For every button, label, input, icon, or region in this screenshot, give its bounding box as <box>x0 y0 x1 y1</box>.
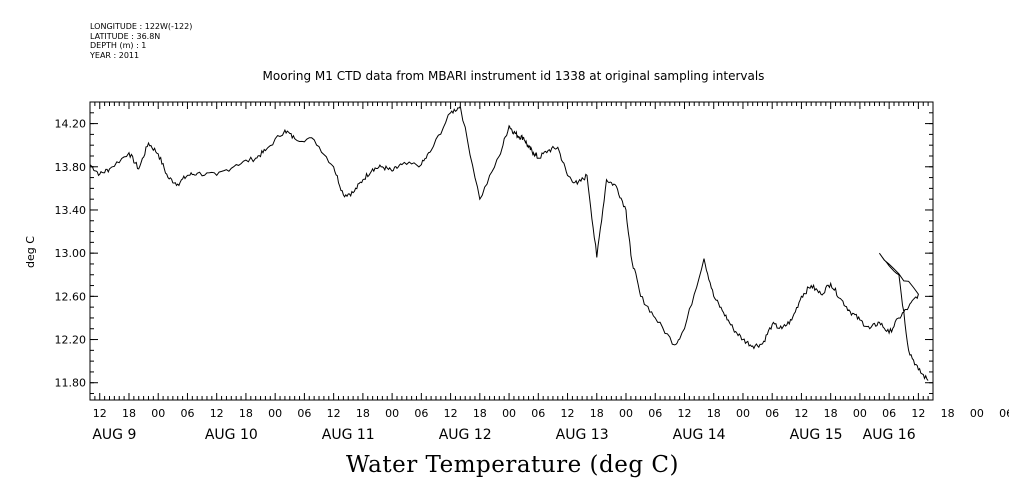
x-tick-label: 12 <box>327 407 341 420</box>
x-tick-label: 06 <box>297 407 311 420</box>
x-tick-label: 12 <box>794 407 808 420</box>
y-tick-label: 13.80 <box>55 161 87 174</box>
y-axis: 14.20 13.80 13.40 13.00 12.60 12.20 11.80 <box>55 101 933 395</box>
x-date-label: AUG 14 <box>673 427 726 443</box>
y-tick-label: 12.60 <box>55 290 87 303</box>
x-tick-label: 12 <box>561 407 575 420</box>
y-tick-label: 12.20 <box>55 334 87 347</box>
x-tick-label: 00 <box>853 407 867 420</box>
x-tick-label: 00 <box>385 407 399 420</box>
x-date-label: AUG 15 <box>790 427 843 443</box>
x-tick-label: 06 <box>999 407 1009 420</box>
year-text: YEAR : 2011 <box>90 50 140 60</box>
x-tick-label: 18 <box>239 407 253 420</box>
latitude-text: LATITUDE : 36.8N <box>90 31 161 41</box>
x-tick-label: 12 <box>444 407 458 420</box>
y-tick-label: 13.40 <box>55 204 87 217</box>
x-tick-label: 06 <box>180 407 194 420</box>
x-tick-label: 12 <box>93 407 107 420</box>
x-tick-label: 18 <box>122 407 136 420</box>
longitude-text: LONGITUDE : 122W(-122) <box>90 22 193 31</box>
x-axis: 12 18 00 06 12 18 00 06 12 18 00 06 12 18 00 06 12 18 00 06… <box>89 102 1009 443</box>
x-tick-label: 18 <box>707 407 721 420</box>
x-tick-label: 18 <box>473 407 487 420</box>
x-axis-label: Water Temperature (deg C) <box>346 452 679 478</box>
x-tick-label: 00 <box>502 407 516 420</box>
x-date-label: AUG 11 <box>322 427 375 443</box>
x-date-label: AUG 12 <box>439 427 492 443</box>
x-tick-label: 18 <box>356 407 370 420</box>
x-tick-label: 06 <box>414 407 428 420</box>
metadata-block: LONGITUDE : 122W(-122) LATITUDE : 36.8N … <box>90 22 192 60</box>
x-tick-label: 06 <box>531 407 545 420</box>
x-tick-label: 00 <box>970 407 984 420</box>
chart-title: Mooring M1 CTD data from MBARI instrumen… <box>262 69 765 83</box>
plot-frame <box>89 101 934 401</box>
x-tick-label: 06 <box>882 407 896 420</box>
x-tick-label: 12 <box>677 407 691 420</box>
x-tick-label: 00 <box>736 407 750 420</box>
y-tick-label: 14.20 <box>55 118 87 131</box>
x-tick-label: 18 <box>941 407 955 420</box>
x-date-label: AUG 16 <box>863 427 916 443</box>
y-tick-label: 11.80 <box>55 377 87 390</box>
y-axis-label: deg C <box>24 236 37 268</box>
x-date-label: AUG 10 <box>205 427 258 443</box>
x-tick-label: 18 <box>590 407 604 420</box>
x-tick-label: 06 <box>765 407 779 420</box>
x-tick-label: 00 <box>151 407 165 420</box>
x-tick-label: 18 <box>824 407 838 420</box>
x-tick-label: 12 <box>911 407 925 420</box>
x-tick-label: 06 <box>648 407 662 420</box>
x-tick-label: 12 <box>210 407 224 420</box>
series-line <box>89 104 929 381</box>
depth-text: DEPTH (m) : 1 <box>90 41 147 50</box>
x-tick-label: 00 <box>268 407 282 420</box>
y-tick-label: 13.00 <box>55 247 87 260</box>
x-tick-label: 00 <box>619 407 633 420</box>
x-date-label: AUG 13 <box>556 427 609 443</box>
x-date-label: AUG 9 <box>92 427 136 443</box>
